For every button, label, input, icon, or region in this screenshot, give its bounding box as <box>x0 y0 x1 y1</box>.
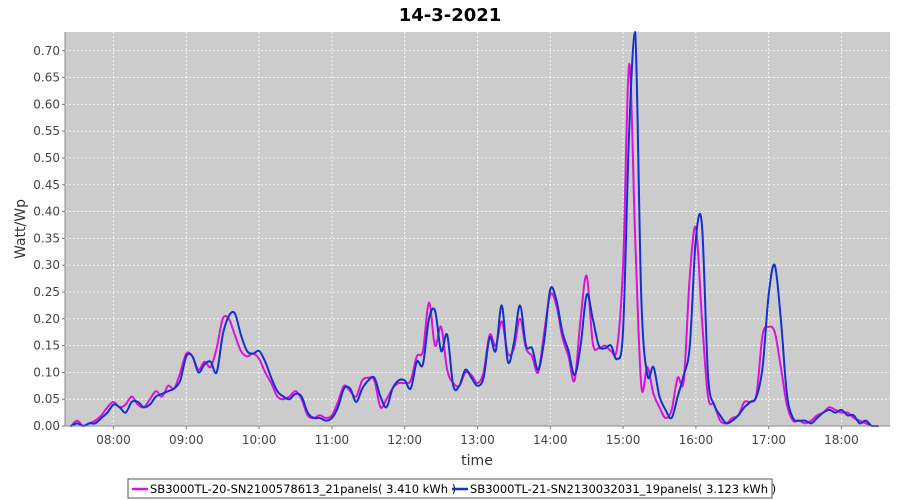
y-tick-label: 0.20 <box>33 312 60 326</box>
y-axis-label: Watt/Wp <box>13 199 29 259</box>
series-layer <box>70 31 879 427</box>
y-tick-label: 0.45 <box>33 178 60 192</box>
y-tick-label: 0.30 <box>33 258 60 272</box>
x-tick-label: 11:00 <box>315 433 350 447</box>
y-tick-label: 0.00 <box>33 419 60 433</box>
y-tick-label: 0.60 <box>33 97 60 111</box>
x-tick-label: 18:00 <box>824 433 859 447</box>
x-tick-label: 10:00 <box>242 433 277 447</box>
y-tick-label: 0.50 <box>33 151 60 165</box>
legend-label-series-2: SB3000TL-21-SN2130032031_19panels( 3.123… <box>470 482 776 496</box>
y-tick-label: 0.35 <box>33 231 60 245</box>
legend-label-series-1: SB3000TL-20-SN2100578613_21panels( 3.410… <box>150 482 456 496</box>
legend-box <box>127 478 773 499</box>
x-tick-label: 17:00 <box>751 433 786 447</box>
axes: 0.00 0.05 0.10 0.15 0.20 0.25 0.30 0.35 0.40 0.45… <box>33 32 890 447</box>
y-tick-label: 0.65 <box>33 71 60 85</box>
x-tick-label: 09:00 <box>169 433 204 447</box>
series-line-2 <box>70 31 879 427</box>
y-tick-label: 0.15 <box>33 339 60 353</box>
legend: SB3000TL-20-SN2100578613_21panels( 3.410… <box>127 478 776 499</box>
x-tick-label: 08:00 <box>96 433 131 447</box>
x-tick-label: 16:00 <box>679 433 714 447</box>
y-tick-label: 0.25 <box>33 285 60 299</box>
y-tick-label: 0.70 <box>33 44 60 58</box>
x-axis-label: time <box>461 453 493 469</box>
y-tick-label: 0.40 <box>33 205 60 219</box>
y-tick-label: 0.10 <box>33 365 60 379</box>
chart-title: 14-3-2021 <box>399 5 502 26</box>
x-tick-label: 14:00 <box>533 433 568 447</box>
grid <box>65 32 890 427</box>
x-tick-label: 15:00 <box>606 433 641 447</box>
x-tick-label: 13:00 <box>460 433 495 447</box>
y-tick-label: 0.05 <box>33 392 60 406</box>
y-tick-label: 0.55 <box>33 124 60 138</box>
x-tick-label: 12:00 <box>387 433 422 447</box>
